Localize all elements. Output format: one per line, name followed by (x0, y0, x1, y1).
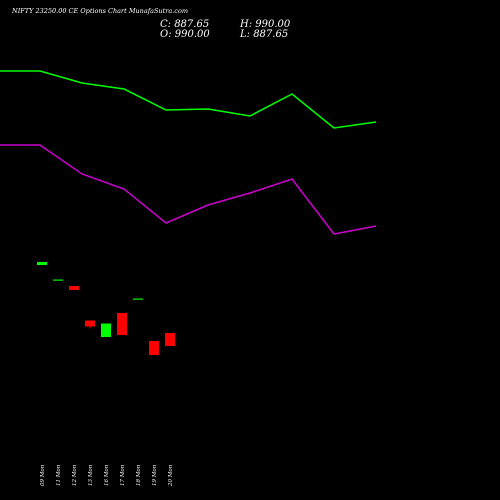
date-label: 12 Mon (72, 464, 78, 486)
date-label: 18 Mon (136, 464, 142, 486)
indicator-line-1 (0, 70, 377, 129)
candle-body (69, 286, 79, 290)
date-label: 09 Mon (40, 464, 46, 486)
date-label: 16 Mon (104, 464, 110, 486)
candle-body (101, 323, 111, 337)
candle-body (149, 341, 159, 355)
close-readout: C: 887.65 (160, 19, 209, 30)
candle-body (133, 298, 143, 300)
chart-title: NIFTY 23250.00 CE Options Chart MunafaSu… (11, 7, 188, 15)
candles-layer (37, 262, 175, 355)
lines-layer (0, 70, 377, 235)
open-readout: O: 990.00 (160, 29, 210, 40)
low-readout: L: 887.65 (239, 29, 288, 40)
candle-body (53, 279, 63, 281)
indicator-line-2 (0, 144, 377, 235)
date-label: 13 Mon (88, 464, 94, 486)
date-label: 17 Mon (120, 464, 126, 486)
candle-body (37, 262, 47, 265)
candle-body (165, 333, 175, 346)
date-labels: 09 Mon 11 Mon 12 Mon 13 Mon 16 Mon 17 Mon 18 M… (40, 464, 174, 487)
candle-body (85, 320, 95, 327)
candle-body (117, 313, 127, 335)
date-label: 19 Mon (152, 464, 158, 486)
date-label: 11 Mon (56, 464, 62, 486)
date-label: 20 Mon (168, 464, 174, 487)
high-readout: H: 990.00 (239, 19, 291, 30)
